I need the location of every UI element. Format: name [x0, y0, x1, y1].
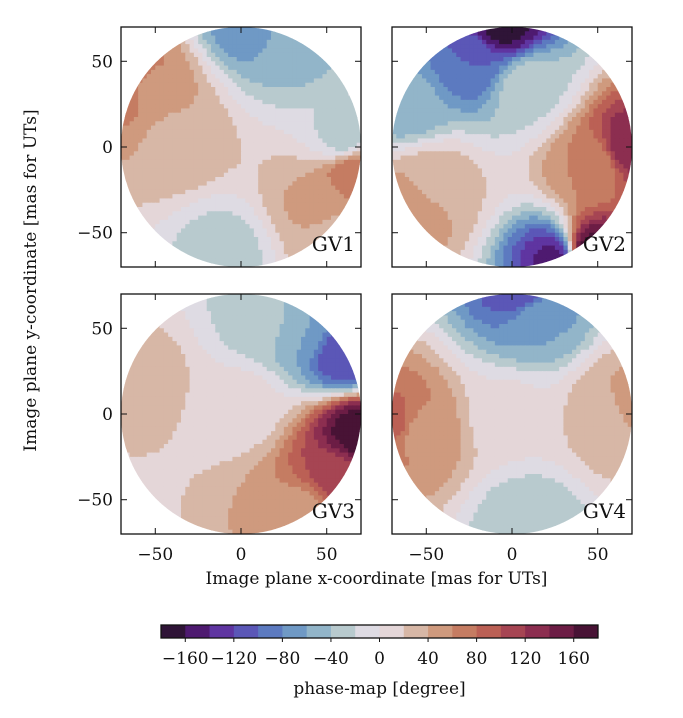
- y-tick-label: 0: [102, 138, 113, 158]
- panel-label: GV4: [583, 499, 626, 523]
- colorbar-tick-label: 40: [417, 649, 439, 669]
- x-tick-label: −50: [137, 545, 173, 565]
- panel-label: GV1: [312, 232, 355, 256]
- colorbar-tick-label: 120: [509, 649, 541, 669]
- colorbar-label: phase-map [degree]: [293, 679, 465, 699]
- colorbar-segment: [258, 625, 283, 638]
- colorbar-segment: [403, 625, 429, 638]
- colorbar-tick-label: 160: [557, 649, 589, 669]
- colorbar-segment: [306, 625, 332, 638]
- y-tick-label: −50: [77, 491, 113, 511]
- x-tick-label: 0: [507, 545, 518, 565]
- colorbar-segment: [452, 625, 478, 638]
- panel-gv2: GV2: [391, 26, 633, 268]
- colorbar-segment: [209, 625, 235, 638]
- panel-label: GV2: [583, 232, 626, 256]
- colorbar-segment: [282, 625, 308, 638]
- colorbar-segment: [549, 625, 575, 638]
- colorbar-segment: [233, 625, 259, 638]
- x-tick-label: 50: [587, 545, 609, 565]
- colorbar-segment: [355, 625, 380, 638]
- colorbar-tick-label: −120: [210, 649, 257, 669]
- colorbar-segment: [573, 625, 599, 638]
- colorbar-segment: [428, 625, 453, 638]
- phase-map-gv4: [392, 294, 632, 534]
- colorbar-segment: [379, 625, 405, 638]
- x-axis-label: Image plane x-coordinate [mas for UTs]: [206, 569, 548, 589]
- panel-label: GV3: [312, 499, 355, 523]
- phase-map-gv2: [392, 27, 632, 267]
- y-tick-label: 50: [91, 319, 113, 339]
- x-tick-label: 50: [316, 545, 338, 565]
- y-tick-label: −50: [77, 224, 113, 244]
- colorbar-tick-label: 0: [374, 649, 385, 669]
- colorbar: phase-map [degree] −160 −120 −80 −40 0 40 80 12…: [160, 624, 599, 699]
- x-tick-label: 0: [236, 545, 247, 565]
- y-tick-label: 50: [91, 52, 113, 72]
- y-tick-label: 0: [102, 405, 113, 425]
- colorbar-tick-label: −80: [264, 649, 300, 669]
- x-tick-label: −50: [408, 545, 444, 565]
- panel-gv3: 50 0 −50 −50 0 50 GV3: [77, 293, 362, 565]
- colorbar-segment: [525, 625, 550, 638]
- colorbar-segment: [330, 625, 356, 638]
- colorbar-tick-label: 80: [466, 649, 488, 669]
- colorbar-segment: [161, 625, 186, 638]
- panel-gv4: −50 0 50 GV4: [391, 293, 633, 565]
- colorbar-tick-label: −160: [162, 649, 209, 669]
- colorbar-tick-label: −40: [313, 649, 349, 669]
- colorbar-segment: [500, 625, 526, 638]
- panels-group: 50 0 −50 GV1 GV2 50 0 −50 −50 0 50 GV3 −50 0 50 GV4: [77, 26, 633, 565]
- panel-gv1: 50 0 −50 GV1: [77, 26, 362, 268]
- colorbar-segment: [185, 625, 210, 638]
- colorbar-segment: [476, 625, 502, 638]
- phase-map-gv3: [121, 294, 361, 534]
- y-axis-label: Image plane y-coordinate [mas for UTs]: [21, 109, 41, 451]
- axis-labels: Image plane x-coordinate [mas for UTs] I…: [21, 109, 547, 589]
